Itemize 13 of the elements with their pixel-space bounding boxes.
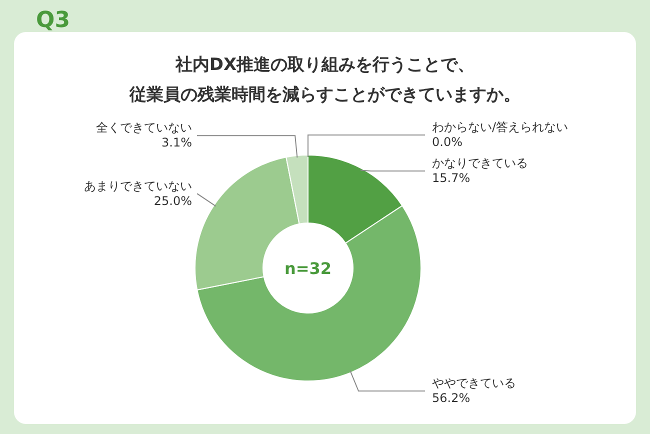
slice-label: かなりできている	[432, 156, 528, 170]
data-label: 25.0%	[154, 194, 192, 208]
data-label: 3.1%	[162, 136, 192, 150]
data-label: 56.2%	[432, 391, 470, 406]
slice-label: 全くできていない	[96, 120, 192, 135]
text: Q3	[36, 8, 70, 33]
text: 0.0%	[432, 135, 462, 149]
slice-label: あまりできていない	[84, 178, 192, 193]
category-label: わからない/答えられない	[432, 120, 568, 134]
text: n=32	[284, 259, 332, 278]
chart-title: 社内DX推進の取り組みを行うことで、従業員の残業時間を減らすことができていますか。	[128, 55, 520, 105]
slice-label: ややできている	[432, 376, 516, 390]
data-label: 15.7%	[432, 171, 470, 185]
